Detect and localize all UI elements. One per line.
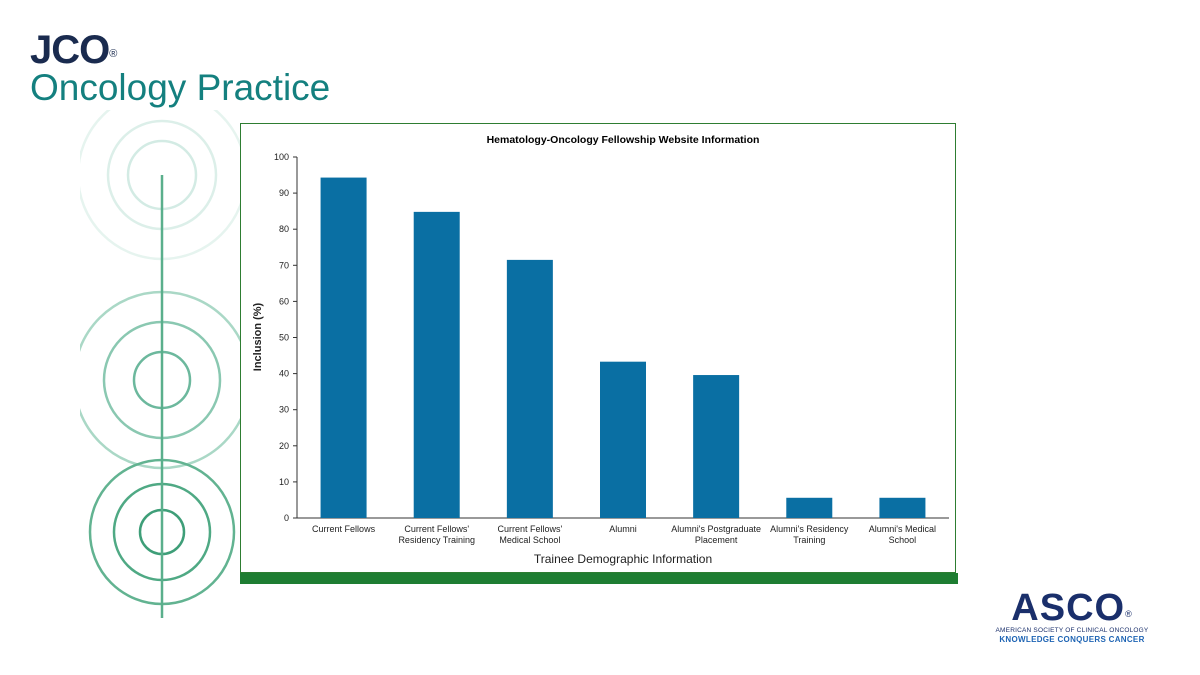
y-tick-label: 30 <box>279 405 289 415</box>
y-tick-label: 0 <box>284 513 289 523</box>
x-axis-label: Trainee Demographic Information <box>534 552 712 566</box>
x-tick-label: Alumni's Residency <box>770 524 849 534</box>
bar <box>786 497 833 518</box>
x-tick-label: Training <box>793 535 825 545</box>
bar <box>320 177 367 518</box>
decorative-circles <box>40 110 240 620</box>
x-tick-label: Medical School <box>499 535 560 545</box>
x-tick-label: Current Fellows <box>312 524 376 534</box>
y-tick-label: 10 <box>279 477 289 487</box>
bar <box>879 497 926 518</box>
bar <box>693 375 740 518</box>
y-tick-label: 20 <box>279 441 289 451</box>
plot-area: 0 10 20 30 40 50 60 70 80 90 100 Current Fellows Cur… <box>274 152 949 545</box>
chart-footer-bar <box>240 573 958 584</box>
journal-logo: JCO® Oncology Practice <box>30 30 330 108</box>
y-tick-label: 40 <box>279 369 289 379</box>
asco-logo: ASCO® AMERICAN SOCIETY OF CLINICAL ONCOL… <box>992 588 1152 644</box>
x-tick-label: Alumni's Medical <box>869 524 936 534</box>
x-tick-label: Current Fellows' <box>404 524 469 534</box>
y-tick-label: 50 <box>279 333 289 343</box>
chart-panel: Hematology-Oncology Fellowship Website I… <box>240 123 956 573</box>
decor-circle <box>72 290 240 470</box>
y-tick-label: 70 <box>279 260 289 270</box>
bar <box>506 259 553 518</box>
x-tick-label: Alumni <box>609 524 637 534</box>
asco-full-name: AMERICAN SOCIETY OF CLINICAL ONCOLOGY <box>995 627 1149 634</box>
y-tick-label: 90 <box>279 188 289 198</box>
y-tick-label: 100 <box>274 152 289 162</box>
y-tick-label: 80 <box>279 224 289 234</box>
journal-subtitle: Oncology Practice <box>30 67 331 108</box>
chart-title: Hematology-Oncology Fellowship Website I… <box>487 134 760 146</box>
x-tick-label: Residency Training <box>398 535 475 545</box>
x-tick-label: Placement <box>695 535 738 545</box>
bar <box>600 361 646 518</box>
bar-chart: Hematology-Oncology Fellowship Website I… <box>252 134 949 566</box>
asco-tagline: KNOWLEDGE CONQUERS CANCER <box>999 635 1145 644</box>
journal-name: JCO® <box>30 28 117 72</box>
asco-wordmark: ASCO® <box>1011 587 1133 629</box>
y-axis-label: Inclusion (%) <box>252 302 264 371</box>
bar <box>413 211 460 518</box>
x-tick-label: Alumni's Postgraduate <box>671 524 761 534</box>
x-tick-label: Current Fellows' <box>497 524 562 534</box>
registered-mark: ® <box>109 48 117 60</box>
y-tick-label: 60 <box>279 296 289 306</box>
registered-mark: ® <box>1125 609 1133 619</box>
x-tick-label: School <box>889 535 917 545</box>
